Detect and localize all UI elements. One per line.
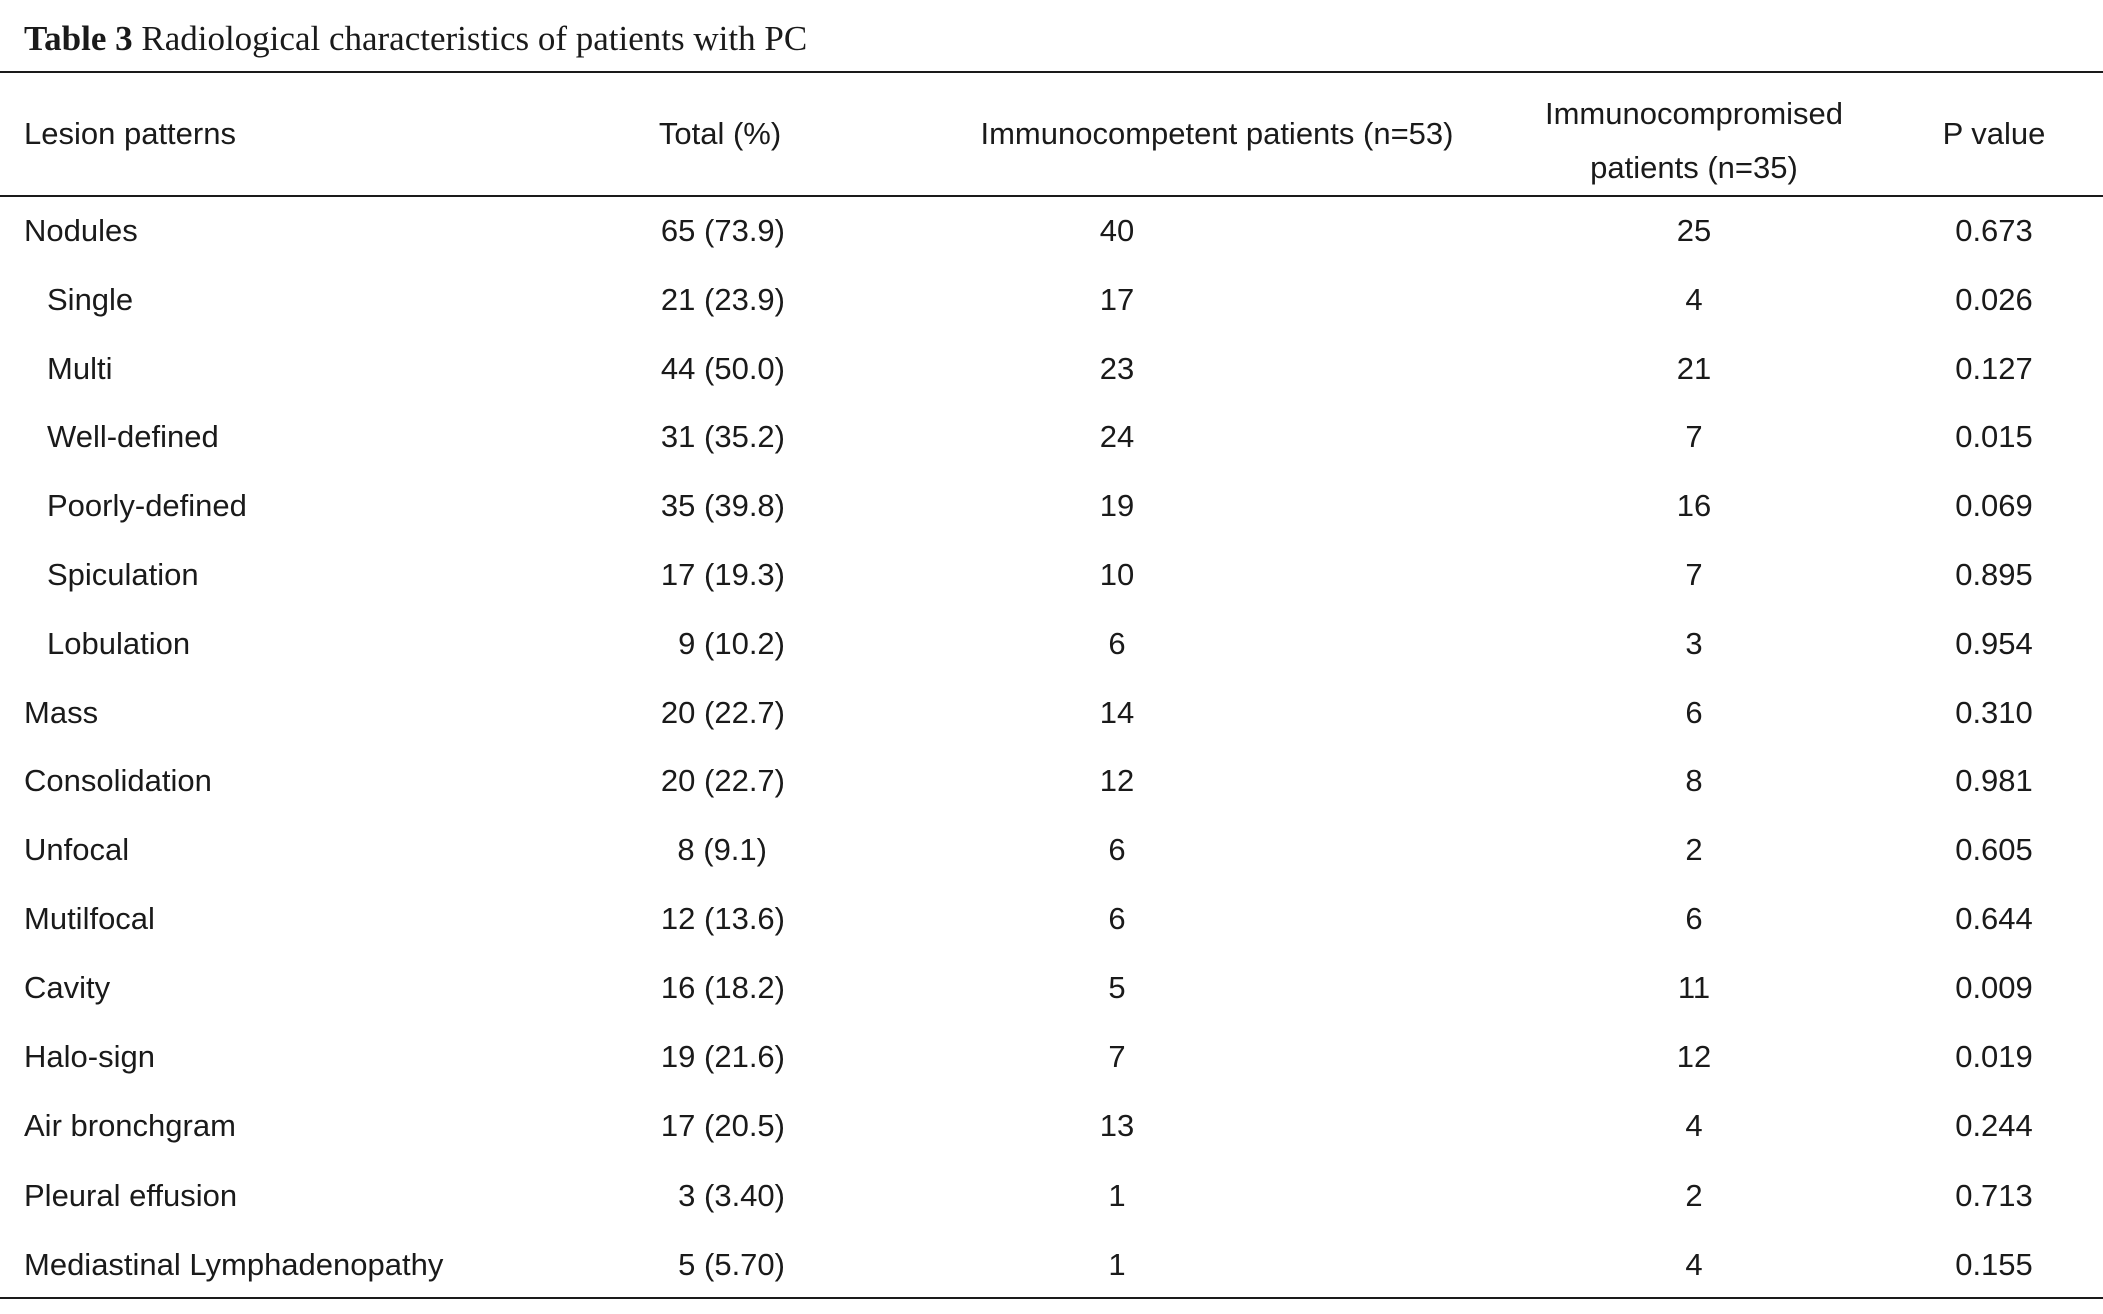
row-immunocompetent: 40	[1099, 213, 1135, 248]
row-label: Mutilfocal	[24, 901, 155, 936]
row-immunocompromised: 2	[1685, 1178, 1703, 1213]
row-immunocompetent: 23	[1099, 351, 1135, 386]
row-total: 9 (10.2)	[678, 626, 785, 661]
header-immunocompetent: Immunocompetent patients (n=53)	[980, 116, 1454, 151]
row-immunocompetent: 1	[1108, 1247, 1126, 1282]
header-lesion-patterns: Lesion patterns	[24, 116, 236, 151]
row-label: Multi	[47, 351, 113, 386]
row-p-value: 0.155	[1955, 1247, 2033, 1282]
row-p-value: 0.019	[1955, 1039, 2033, 1074]
bottom-rule	[0, 1297, 2103, 1299]
row-total: 12 (13.6)	[660, 901, 785, 936]
row-p-value: 0.026	[1955, 282, 2033, 317]
row-immunocompromised: 6	[1685, 901, 1703, 936]
row-label: Unfocal	[24, 832, 130, 867]
row-total: 8 (9.1)	[677, 832, 767, 867]
row-label: Well-defined	[47, 419, 219, 454]
row-p-value: 0.981	[1955, 763, 2033, 798]
row-label: Pleural effusion	[24, 1178, 238, 1213]
row-total: 5 (5.70)	[678, 1247, 785, 1282]
row-total: 21 (23.9)	[660, 282, 785, 317]
row-immunocompetent: 14	[1099, 695, 1135, 730]
row-immunocompromised: 7	[1685, 419, 1703, 454]
row-immunocompetent: 10	[1099, 557, 1135, 592]
row-label: Mediastinal Lymphadenopathy	[24, 1247, 444, 1282]
row-immunocompromised: 4	[1685, 282, 1703, 317]
row-total: 31 (35.2)	[660, 419, 785, 454]
row-immunocompetent: 1	[1108, 1178, 1126, 1213]
row-label: Air bronchgram	[24, 1108, 236, 1143]
row-immunocompetent: 7	[1108, 1039, 1126, 1074]
row-immunocompetent: 6	[1108, 626, 1126, 661]
row-p-value: 0.015	[1955, 419, 2033, 454]
row-total: 20 (22.7)	[660, 695, 785, 730]
row-total: 3 (3.40)	[678, 1178, 785, 1213]
row-immunocompromised: 7	[1685, 557, 1703, 592]
top-rule	[0, 71, 2103, 73]
row-immunocompromised: 2	[1685, 832, 1703, 867]
row-p-value: 0.713	[1955, 1178, 2033, 1213]
row-immunocompromised: 21	[1676, 351, 1712, 386]
row-immunocompetent: 24	[1099, 419, 1135, 454]
row-immunocompromised: 3	[1685, 626, 1703, 661]
header-p-value: P value	[1942, 116, 2046, 151]
row-immunocompetent: 6	[1108, 901, 1126, 936]
row-immunocompetent: 12	[1099, 763, 1135, 798]
row-label: Lobulation	[47, 626, 191, 661]
row-total: 17 (20.5)	[660, 1108, 785, 1143]
row-immunocompromised: 11	[1677, 970, 1711, 1005]
header-rule	[0, 195, 2103, 197]
row-label: Spiculation	[47, 557, 199, 592]
row-immunocompromised: 25	[1676, 213, 1712, 248]
row-p-value: 0.895	[1955, 557, 2033, 592]
row-label: Single	[47, 282, 134, 317]
row-p-value: 0.644	[1955, 901, 2033, 936]
row-label: Halo-sign	[24, 1039, 155, 1074]
row-p-value: 0.673	[1955, 213, 2033, 248]
row-immunocompetent: 13	[1099, 1108, 1135, 1143]
row-immunocompetent: 17	[1099, 282, 1135, 317]
row-immunocompetent: 6	[1108, 832, 1126, 867]
row-p-value: 0.954	[1955, 626, 2033, 661]
row-immunocompetent: 19	[1099, 488, 1135, 523]
row-p-value: 0.069	[1955, 488, 2033, 523]
row-total: 16 (18.2)	[660, 970, 785, 1005]
row-p-value: 0.127	[1955, 351, 2033, 386]
row-label: Poorly-defined	[47, 488, 247, 523]
row-immunocompromised: 8	[1685, 763, 1703, 798]
header-immunocompromised: Immunocompromised patients (n=35)	[1544, 96, 1844, 185]
table-title: Radiological characteristics of patients…	[141, 19, 808, 58]
row-label: Mass	[24, 695, 99, 730]
row-p-value: 0.244	[1955, 1108, 2033, 1143]
row-total: 44 (50.0)	[660, 351, 785, 386]
row-immunocompromised: 6	[1685, 695, 1703, 730]
row-immunocompromised: 12	[1676, 1039, 1712, 1074]
table-number: Table 3	[24, 19, 133, 58]
row-p-value: 0.009	[1955, 970, 2033, 1005]
row-immunocompromised: 16	[1676, 488, 1712, 523]
row-total: 20 (22.7)	[660, 763, 785, 798]
row-label: Nodules	[24, 213, 138, 248]
row-total: 19 (21.6)	[660, 1039, 785, 1074]
row-label: Cavity	[24, 970, 111, 1005]
row-immunocompetent: 5	[1108, 970, 1126, 1005]
row-immunocompromised: 4	[1685, 1247, 1703, 1282]
row-total: 65 (73.9)	[660, 213, 785, 248]
row-label: Consolidation	[24, 763, 212, 798]
row-p-value: 0.605	[1955, 832, 2033, 867]
row-p-value: 0.310	[1955, 695, 2033, 730]
row-total: 35 (39.8)	[660, 488, 785, 523]
row-total: 17 (19.3)	[660, 557, 785, 592]
row-immunocompromised: 4	[1685, 1108, 1703, 1143]
table-caption: Table 3 Radiological characteristics of …	[24, 14, 807, 64]
header-total: Total (%)	[658, 116, 782, 151]
